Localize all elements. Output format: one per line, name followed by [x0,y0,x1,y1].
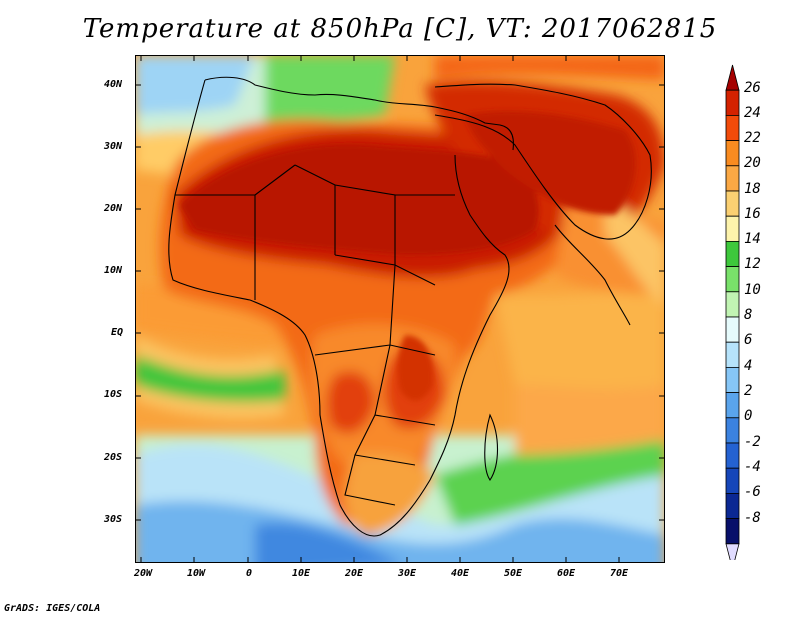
colorbar-cell [725,492,740,519]
colorbar-cell [725,89,740,116]
x-tick-label: 30E [398,568,417,579]
y-tick-label: 20N [104,203,123,214]
x-tick-label: 20W [134,568,153,579]
temperature-map [135,55,665,563]
y-tick-label: 30N [104,141,123,152]
colorbar-cell [725,215,740,242]
colorbar-cell [725,64,740,91]
colorbar-label: -4 [744,459,761,475]
colorbar-cell [725,190,740,217]
colorbar-cell [725,266,740,293]
colorbar-label: 2 [744,383,753,399]
colorbar-label: 24 [744,105,761,121]
colorbar-label: 18 [744,181,761,197]
x-tick-label: 10E [292,568,311,579]
chart-title: Temperature at 850hPa [C], VT: 201706281… [82,14,718,44]
colorbar-label: 26 [744,80,761,96]
colorbar-cell [725,442,740,469]
colorbar-label: -2 [744,434,761,450]
y-tick-label: 10S [104,389,123,400]
x-tick-label: 20E [345,568,364,579]
y-tick-label: 10N [104,265,123,276]
y-tick-label: 20S [104,452,123,463]
colorbar-cell [725,467,740,494]
colorbar-label: 20 [744,155,761,171]
x-tick-label: 60E [557,568,576,579]
colorbar-cell [725,366,740,393]
colorbar-cell [725,291,740,318]
colorbar-cell [725,518,740,545]
colorbar-label: 8 [744,307,753,323]
x-tick-label: 10W [187,568,206,579]
x-tick-label: 70E [610,568,629,579]
colorbar-cell [725,417,740,444]
colorbar-cell [725,115,740,142]
colorbar-cells [725,64,740,560]
colorbar [725,64,740,560]
colorbar-label: 6 [744,332,753,348]
colorbar-label: 4 [744,358,753,374]
colorbar-label: 12 [744,256,761,272]
colorbar-label: 16 [744,206,761,222]
colorbar-cell [725,316,740,343]
colorbar-cell [725,341,740,368]
y-tick-label: EQ [111,327,124,338]
y-tick-label: 40N [104,79,123,90]
x-tick-label: 0 [246,568,253,579]
colorbar-cell [725,392,740,419]
colorbar-label: -6 [744,484,761,500]
colorbar-cell [725,543,740,560]
colorbar-label: 0 [744,408,753,424]
colorbar-label: 10 [744,282,761,298]
colorbar-label: 22 [744,130,761,146]
map-frame [135,55,665,563]
y-tick-label: 30S [104,514,123,525]
colorbar-cell [725,240,740,267]
credit-text: GrADS: IGES/COLA [4,603,101,614]
colorbar-cell [725,140,740,167]
x-tick-label: 50E [504,568,523,579]
colorbar-cell [725,165,740,192]
x-tick-label: 40E [451,568,470,579]
colorbar-label: 14 [744,231,761,247]
colorbar-label: -8 [744,510,761,526]
coastlines [168,76,652,537]
